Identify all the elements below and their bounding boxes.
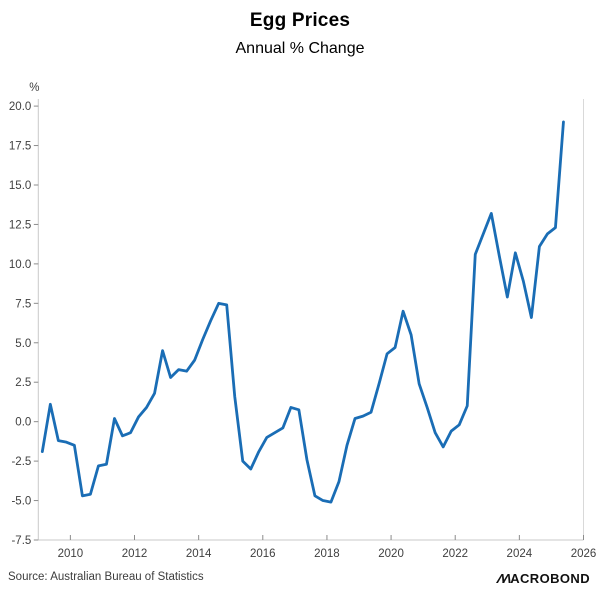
y-tick-label: -7.5 xyxy=(11,535,31,547)
egg-prices-line xyxy=(40,120,565,504)
chart-title: Egg Prices xyxy=(249,10,351,31)
y-tick-label: 17.5 xyxy=(9,141,31,153)
y-tick-label: 20.0 xyxy=(9,101,31,113)
x-tick-label: 2014 xyxy=(186,548,212,560)
x-tick-label: 2018 xyxy=(314,548,340,560)
macrobond-m-icon: ΛΛ xyxy=(495,571,512,586)
y-tick-label: 0.0 xyxy=(15,417,31,429)
x-tick-label: 2022 xyxy=(442,548,468,560)
y-tick-label: -2.5 xyxy=(11,456,31,468)
x-tick-label: 2012 xyxy=(122,548,148,560)
source-caption: Source: Australian Bureau of Statistics xyxy=(8,571,204,583)
chart-subtitle: Annual % Change xyxy=(235,40,365,57)
y-tick-label: -5.0 xyxy=(11,496,31,508)
x-tick-label: 2020 xyxy=(378,548,404,560)
x-tick-label: 2024 xyxy=(507,548,533,560)
y-tick-label: 2.5 xyxy=(15,377,31,389)
x-tick-label: 2016 xyxy=(250,548,276,560)
x-tick-label: 2026 xyxy=(571,548,597,560)
y-tick-label: 5.0 xyxy=(15,338,31,350)
y-tick-label: 12.5 xyxy=(9,219,31,231)
macrobond-logo-text: ACROBOND xyxy=(510,571,590,586)
y-axis-unit-label: % xyxy=(29,82,39,94)
y-tick-label: 15.0 xyxy=(9,180,31,192)
x-tick-label: 2010 xyxy=(58,548,84,560)
macrobond-logo: ΛΛ ACROBOND xyxy=(495,571,590,586)
y-tick-label: 7.5 xyxy=(15,298,31,310)
y-tick-label: 10.0 xyxy=(9,259,31,271)
